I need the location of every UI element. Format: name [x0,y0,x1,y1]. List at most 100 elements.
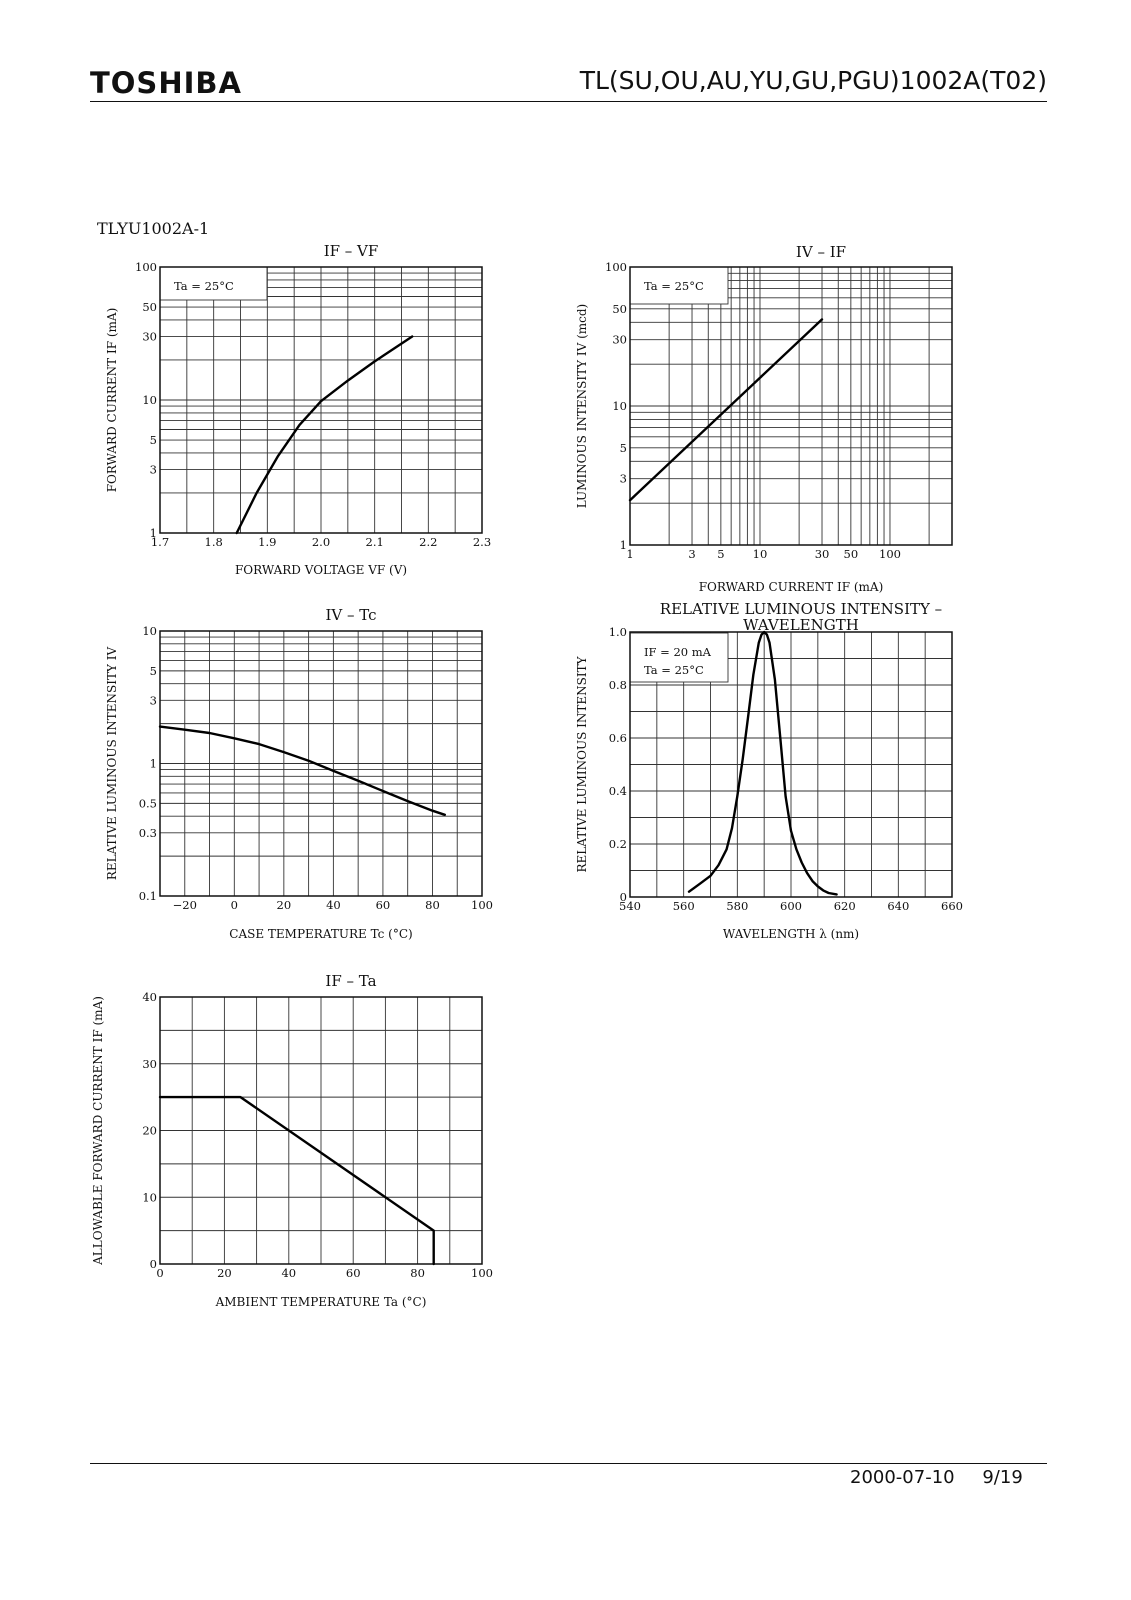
x-tick-label: 620 [834,899,856,913]
annotation-box [629,266,729,305]
x-tick-label: 2.1 [366,535,384,549]
y-tick-label: 20 [142,1124,157,1138]
plot-frame [159,630,483,897]
plot-frame [629,266,953,546]
chart-title: IV – IF [796,243,846,261]
x-tick-label: 2.0 [312,535,330,549]
chart-title: IV – Tc [325,606,376,624]
chart-iv-tc: −20 0 20 40 60 80 100 0.1 0.3 0.5 1 3 5 10 IV – Tc CASE… [105,606,493,941]
annotation-text: Ta = 25°C [174,279,234,293]
x-tick-label: 1.8 [205,535,223,549]
part-number: TL(SU,OU,AU,YU,GU,PGU)1002A(T02) [579,66,1047,95]
x-tick-label: 0 [231,898,238,912]
chart-if-vf: Ta = 25°C 1.7 1.8 1.9 2.0 2.1 2.2 2.3 1 3 5 10 30 50 1… [105,242,491,577]
x-tick-label: 100 [879,547,901,561]
y-tick-label: 1 [150,526,157,540]
series-line [628,318,824,502]
x-tick-label: 660 [941,899,963,913]
x-tick-label: 560 [673,899,695,913]
footer: 2000-07-10 9/19 [850,1467,1023,1488]
x-tick-label: 60 [376,898,391,912]
x-tick-label: 600 [780,899,802,913]
x-axis-label: CASE TEMPERATURE Tc (°C) [229,927,412,941]
y-axis-label: LUMINOUS INTENSITY IV (mcd) [575,304,589,509]
x-axis-label: FORWARD CURRENT IF (mA) [699,580,884,594]
x-tick-label: 60 [346,1266,361,1280]
annotation-box [159,266,268,301]
x-tick-label: 1.7 [151,535,169,549]
y-tick-label: 0.2 [609,837,627,851]
y-tick-label: 5 [150,664,157,678]
chart-iv-if: Ta = 25°C 1 3 5 10 30 50 100 1 3 5 10 30 50 100 IV – IF… [575,243,953,594]
y-tick-label: 0.5 [139,796,157,810]
plot-frame [629,631,953,898]
y-tick-label: 30 [142,330,157,344]
chart-title: WAVELENGTH [743,616,859,634]
y-tick-label: 10 [142,1190,157,1204]
x-tick-label: 580 [726,899,748,913]
footer-rule [90,1463,1047,1464]
y-tick-label: 0.6 [609,731,627,745]
annotation-text: Ta = 25°C [644,279,704,293]
x-tick-label: 1 [626,547,633,561]
y-tick-label: 3 [620,472,627,486]
footer-page: 9/19 [982,1467,1023,1488]
x-tick-label: 100 [471,1266,493,1280]
y-tick-label: 5 [620,441,627,455]
y-tick-label: 30 [612,333,627,347]
y-tick-label: 30 [142,1057,157,1071]
device-label: TLYU1002A-1 [97,219,210,238]
header-rule [90,101,1047,102]
y-tick-label: 10 [612,399,627,413]
chart-if-ta: 0 20 40 60 80 100 0 10 20 30 40 IF – Ta AMBIENT TEMP… [91,972,493,1309]
x-tick-label: 80 [425,898,440,912]
y-tick-label: 100 [135,260,157,274]
grid [629,266,953,546]
x-tick-label: 20 [217,1266,232,1280]
y-tick-label: 0 [150,1257,157,1271]
x-tick-label: 3 [688,547,695,561]
y-axis-label: FORWARD CURRENT IF (mA) [105,308,119,493]
x-tick-label: 1.9 [258,535,276,549]
y-tick-label: 50 [612,302,627,316]
y-axis-label: RELATIVE LUMINOUS INTENSITY IV [105,647,119,881]
y-tick-label: 40 [142,990,157,1004]
x-tick-label: 30 [815,547,830,561]
y-axis-label: RELATIVE LUMINOUS INTENSITY [575,655,589,872]
x-tick-label: 0 [156,1266,163,1280]
x-tick-label: 2.2 [419,535,437,549]
x-tick-label: 5 [717,547,724,561]
x-tick-label: 40 [326,898,341,912]
y-tick-label: 3 [150,463,157,477]
annotation-text: Ta = 25°C [644,663,704,677]
y-tick-label: 0 [620,890,627,904]
x-tick-label: −20 [173,898,197,912]
y-tick-label: 3 [150,693,157,707]
series-line [235,335,414,535]
y-tick-label: 0.1 [139,889,157,903]
y-tick-label: 5 [150,433,157,447]
x-tick-label: 10 [753,547,768,561]
x-tick-label: 80 [410,1266,425,1280]
series-line [158,1095,435,1266]
plot-frame [159,996,483,1265]
series-line [687,630,838,896]
y-tick-label: 10 [142,393,157,407]
x-axis-label: WAVELENGTH λ (nm) [723,927,859,941]
grid [159,996,483,1265]
x-tick-label: 50 [844,547,859,561]
chart-title: IF – Ta [325,972,376,990]
x-tick-label: 40 [281,1266,296,1280]
x-tick-label: 540 [619,899,641,913]
chart-title: RELATIVE LUMINOUS INTENSITY – [660,600,942,618]
x-tick-label: 2.3 [473,535,491,549]
plot-frame [159,266,483,534]
chart-rel-wavelength: IF = 20 mA Ta = 25°C 540 560 580 600 620 640 660… [575,600,963,941]
grid [159,630,483,897]
annotation-box [629,632,729,683]
y-tick-label: 0.8 [609,678,627,692]
grid [159,266,483,534]
y-tick-label: 0.4 [609,784,627,798]
y-tick-label: 10 [142,624,157,638]
